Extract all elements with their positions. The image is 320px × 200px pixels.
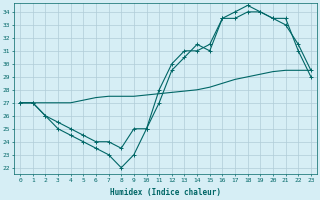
X-axis label: Humidex (Indice chaleur): Humidex (Indice chaleur) [110, 188, 221, 197]
